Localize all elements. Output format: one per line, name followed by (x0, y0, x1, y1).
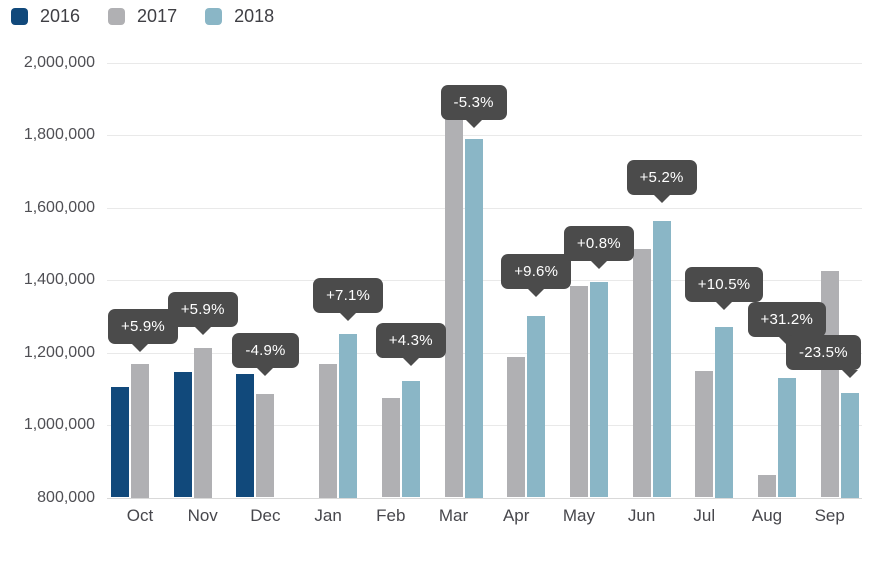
gridline-1000000 (107, 425, 862, 426)
tooltip-oct: +5.9% (108, 308, 178, 344)
bar-2017-feb[interactable] (381, 397, 400, 498)
y-axis-tick-label: 2,000,000 (23, 54, 95, 71)
bar-2017-oct[interactable] (131, 363, 149, 498)
tooltip-feb: +4.3% (375, 323, 446, 359)
gridline-1200000 (107, 353, 862, 354)
gridline-1400000 (107, 280, 862, 281)
tooltip-arrow-jun (653, 194, 670, 203)
tooltip-nov: +5.9% (167, 292, 238, 327)
bar-2017-nov[interactable] (193, 348, 212, 498)
tooltip-apr: +9.6% (501, 254, 572, 290)
chart-legend: 2016 2017 2018 (11, 6, 274, 27)
tooltip-aug: +31.2% (747, 301, 826, 337)
tooltip-arrow-nov (194, 327, 211, 335)
legend-label-2016: 2016 (40, 6, 81, 26)
y-axis-tick-label: 1,600,000 (23, 199, 95, 216)
legend-item-2017[interactable]: 2017 (108, 6, 177, 27)
tooltip-sep: -23.5% (786, 334, 861, 370)
bar-2018-sep[interactable] (840, 392, 859, 498)
x-axis-label-jun: Jun (627, 506, 656, 525)
bar-2018-may[interactable] (589, 281, 608, 498)
bar-2017-apr[interactable] (507, 357, 526, 498)
tooltip-arrow-feb (402, 358, 419, 367)
gridline-800000 (107, 498, 862, 499)
tooltip-arrow-may (590, 260, 607, 269)
bar-2017-mar[interactable] (444, 102, 463, 498)
bar-2017-may[interactable] (569, 285, 588, 498)
x-axis-label-jul: Jul (693, 506, 716, 525)
legend-item-2018[interactable]: 2018 (205, 6, 274, 27)
bar-2017-aug[interactable] (758, 475, 776, 498)
tooltip-arrow-jan (340, 312, 357, 321)
x-axis-label-may: May (562, 506, 595, 525)
legend-swatch-2018 (205, 8, 223, 25)
x-axis-label-feb: Feb (376, 506, 406, 525)
y-axis-tick-label: 800,000 (37, 489, 95, 506)
gridline-2000000 (107, 63, 862, 64)
bar-2018-aug[interactable] (778, 377, 796, 498)
tooltip-arrow-dec (257, 367, 274, 376)
tooltip-jun: +5.2% (626, 159, 697, 195)
x-axis-label-sep: Sep (814, 506, 845, 525)
x-axis-label-oct: Oct (126, 506, 154, 525)
bar-2016-nov[interactable] (173, 372, 192, 498)
bar-2018-jan[interactable] (339, 333, 358, 498)
tooltip-arrow-mar (465, 120, 482, 128)
x-axis-label-aug: Aug (751, 506, 783, 525)
x-axis-label-mar: Mar (438, 506, 469, 525)
y-axis-tick-label: 1,200,000 (23, 344, 95, 361)
bar-2017-jan[interactable] (319, 363, 338, 498)
tooltip-mar: -5.3% (440, 85, 507, 120)
bar-2018-apr[interactable] (527, 316, 546, 498)
bar-2018-mar[interactable] (464, 139, 483, 498)
bar-2016-dec[interactable] (236, 373, 255, 498)
x-axis-label-nov: Nov (187, 506, 218, 525)
tooltip-jan: +7.1% (313, 277, 384, 313)
legend-swatch-2017 (108, 8, 126, 25)
tooltip-may: +0.8% (563, 225, 634, 261)
tooltip-arrow-jul (716, 302, 733, 310)
tooltip-jul: +10.5% (684, 267, 764, 302)
bar-2017-jun[interactable] (632, 248, 651, 498)
x-axis-label-dec: Dec (250, 506, 281, 525)
bar-2018-feb[interactable] (401, 381, 420, 498)
bar-2017-jul[interactable] (695, 370, 714, 498)
tooltip-arrow-apr (528, 289, 545, 298)
gridline-1600000 (107, 208, 862, 209)
legend-label-2017: 2017 (137, 6, 178, 26)
tooltip-dec: -4.9% (232, 332, 299, 368)
legend-item-2016[interactable]: 2016 (11, 6, 80, 27)
gridline-1800000 (107, 135, 862, 136)
legend-swatch-2016 (11, 8, 28, 25)
legend-label-2018: 2018 (234, 6, 275, 26)
bar-2018-jul[interactable] (715, 327, 734, 498)
x-axis-label-apr: Apr (502, 506, 530, 525)
y-axis-tick-label: 1,400,000 (23, 271, 95, 288)
bar-2018-jun[interactable] (652, 220, 671, 498)
tooltip-arrow-oct (132, 343, 148, 352)
bar-2017-dec[interactable] (256, 393, 275, 498)
x-axis-label-jan: Jan (314, 506, 342, 525)
y-axis-tick-label: 1,800,000 (23, 126, 95, 143)
y-axis-tick-label: 1,000,000 (23, 416, 95, 433)
tooltip-arrow-sep (841, 369, 858, 378)
bar-2016-oct[interactable] (111, 387, 129, 498)
